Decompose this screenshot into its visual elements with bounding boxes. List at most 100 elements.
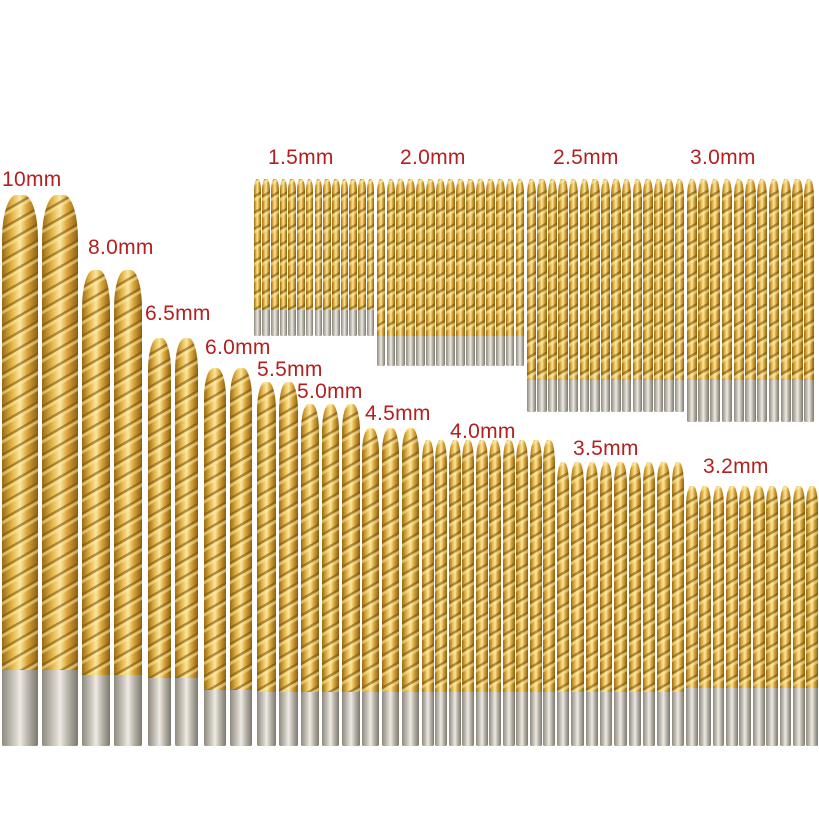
drill-bit-shank — [745, 380, 756, 422]
drill-bit — [2, 195, 38, 746]
drill-bit-shank — [229, 690, 253, 746]
drill-bit-shank — [288, 310, 297, 336]
drill-bit-shank — [569, 380, 579, 412]
drill-bit-shank — [806, 688, 819, 746]
drill-bit-shank — [297, 310, 305, 336]
size-label-4mm: 4.0mm — [450, 420, 516, 443]
drill-bit-shank — [733, 380, 744, 422]
drill-bit-shank — [279, 310, 288, 336]
drill-bit — [297, 179, 305, 336]
drill-bit-shank — [366, 310, 375, 336]
drill-bit-shank — [526, 380, 536, 412]
drill-bit — [349, 179, 358, 336]
drill-bit — [543, 440, 556, 746]
drill-bit — [448, 440, 461, 746]
drill-bit — [436, 179, 445, 366]
drill-bit-shank — [446, 336, 455, 366]
drill-bit-shank — [757, 380, 768, 422]
drill-bit-shank — [270, 310, 279, 336]
drill-bit — [803, 179, 815, 422]
drill-bit-shank — [456, 336, 465, 366]
drill-bit-shank — [462, 692, 475, 746]
drill-bit-shank — [502, 692, 515, 746]
drill-bit-shank — [278, 692, 298, 746]
drill-bit-shank — [571, 692, 584, 746]
size-label-5-5mm: 5.5mm — [257, 358, 323, 381]
drill-bit — [362, 428, 380, 746]
drill-bit — [446, 179, 455, 366]
drill-bit — [279, 179, 288, 336]
drill-bit-shank — [475, 336, 485, 366]
drill-bit — [547, 179, 558, 412]
drill-bit-shank — [599, 692, 613, 746]
drill-bit — [779, 486, 792, 746]
drill-bit — [401, 428, 419, 746]
drill-bit-shank — [358, 310, 366, 336]
drill-bit-shank — [614, 692, 627, 746]
drill-bit — [698, 179, 709, 422]
drill-bit-shank — [349, 310, 358, 336]
drill-bit-shank — [685, 688, 698, 746]
drill-bit-shank — [779, 688, 792, 746]
drill-bit — [358, 179, 366, 336]
drill-bit-shank — [516, 692, 529, 746]
drill-bit — [793, 486, 805, 746]
drill-bit-shank — [253, 310, 262, 336]
drill-bit — [174, 338, 199, 746]
drill-bit-shank — [611, 380, 621, 412]
drill-bit — [462, 440, 475, 746]
size-label-2-5mm: 2.5mm — [553, 146, 619, 169]
drill-bit-shank — [792, 380, 803, 422]
drill-bit — [657, 462, 670, 746]
size-label-1-5mm: 1.5mm — [268, 146, 334, 169]
drill-bit — [270, 179, 279, 336]
drill-bit — [515, 179, 525, 366]
drill-bit — [323, 179, 331, 336]
drill-bit-shank — [81, 675, 111, 746]
drill-bit-shank — [558, 380, 568, 412]
drill-bit-shank — [766, 688, 778, 746]
drill-bit-shank — [416, 336, 426, 366]
drill-bit — [465, 179, 475, 366]
drill-bit — [435, 440, 448, 746]
drill-bit-shank — [515, 336, 525, 366]
drill-bit — [456, 179, 465, 366]
drill-bit — [314, 179, 323, 336]
drill-bit-shank — [664, 380, 674, 412]
drill-bit — [671, 462, 685, 746]
drill-bit — [590, 179, 600, 412]
size-label-8mm: 8.0mm — [88, 236, 154, 259]
drill-bit — [739, 486, 752, 746]
drill-bit-shank — [699, 688, 711, 746]
drill-bit — [712, 486, 725, 746]
drill-bit — [752, 486, 765, 746]
drill-bit-shank — [721, 380, 733, 422]
drill-bit — [628, 462, 642, 746]
size-label-6mm: 6.0mm — [205, 336, 271, 359]
drill-bit — [203, 368, 227, 746]
drill-bit — [710, 179, 721, 422]
drill-bit — [585, 462, 599, 746]
drill-bit — [571, 462, 584, 746]
size-label-5mm: 5.0mm — [297, 380, 363, 403]
drill-bit — [600, 179, 611, 412]
drill-bit-shank — [305, 310, 314, 336]
drill-bit-shank — [642, 692, 656, 746]
drill-bit-shank — [341, 692, 360, 746]
drill-bit-shank — [426, 336, 435, 366]
drill-bit-shank — [435, 692, 448, 746]
drill-bit-shank — [174, 678, 199, 746]
size-label-3-2mm: 3.2mm — [703, 455, 769, 478]
size-label-3mm: 3.0mm — [690, 146, 756, 169]
drill-bit-shank — [485, 336, 495, 366]
drill-bit — [502, 440, 515, 746]
drill-bit-shank — [262, 310, 270, 336]
drill-bit-shank — [321, 692, 340, 746]
drill-bit-shank — [793, 688, 805, 746]
drill-bit — [675, 179, 685, 412]
drill-bit — [421, 440, 434, 746]
drill-bit-shank — [362, 692, 380, 746]
drill-bit-shank — [712, 688, 725, 746]
drill-bit — [396, 179, 406, 366]
drill-bit — [726, 486, 738, 746]
